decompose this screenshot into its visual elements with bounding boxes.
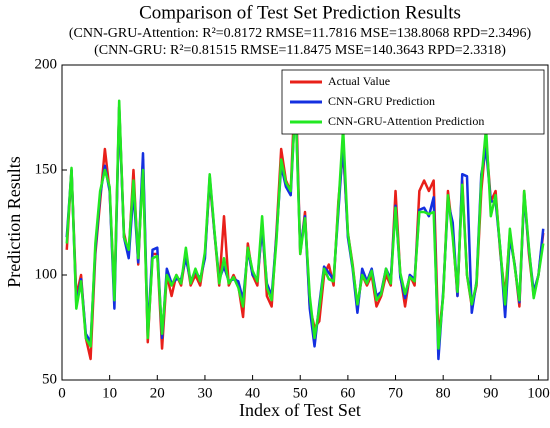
y-tick-label: 100 bbox=[35, 266, 58, 282]
legend-label: Actual Value bbox=[328, 74, 390, 88]
x-tick-label: 0 bbox=[58, 385, 66, 401]
chart-subtitle: (CNN-GRU: R²=0.81515 RMSE=11.8475 MSE=14… bbox=[94, 43, 506, 58]
x-tick-label: 40 bbox=[245, 385, 260, 401]
x-tick-label: 60 bbox=[340, 385, 355, 401]
legend-box bbox=[281, 69, 545, 135]
y-tick-label: 200 bbox=[35, 56, 58, 72]
y-tick-label: 50 bbox=[42, 371, 57, 387]
x-tick-label: 90 bbox=[483, 385, 498, 401]
legend-label: CNN-GRU-Attention Prediction bbox=[328, 114, 484, 128]
x-axis-label: Index of Test Set bbox=[239, 400, 361, 420]
x-tick-label: 30 bbox=[197, 385, 212, 401]
y-axis-label: Prediction Results bbox=[4, 156, 24, 288]
x-tick-label: 80 bbox=[436, 385, 451, 401]
x-tick-label: 70 bbox=[388, 385, 403, 401]
x-tick-label: 10 bbox=[102, 385, 117, 401]
legend-label: CNN-GRU Prediction bbox=[328, 94, 435, 108]
y-tick-label: 150 bbox=[35, 161, 58, 177]
series-line bbox=[65, 99, 545, 350]
chart-subtitle: (CNN-GRU-Attention: R²=0.8172 RMSE=11.78… bbox=[69, 26, 532, 41]
x-tick-label: 50 bbox=[293, 385, 308, 401]
x-tick-label: 100 bbox=[527, 385, 550, 401]
x-tick-label: 20 bbox=[150, 385, 165, 401]
chart-title: Comparison of Test Set Prediction Result… bbox=[139, 2, 461, 23]
